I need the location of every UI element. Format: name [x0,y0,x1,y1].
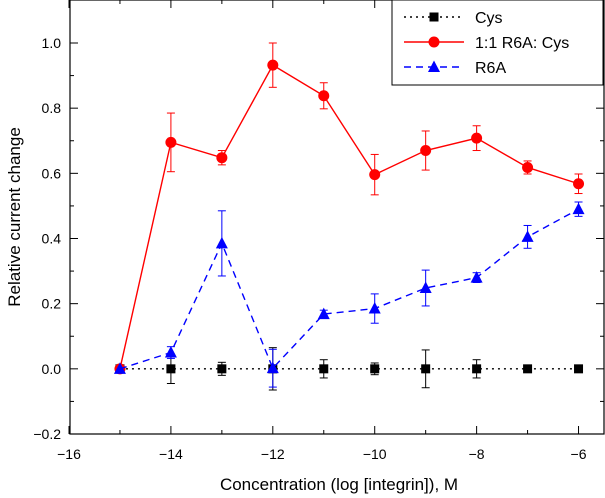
series-circle [114,42,585,375]
y-axis-title: Relative current change [5,127,24,307]
legend-marker [429,12,439,22]
legend-marker [428,36,440,48]
data-point [113,362,126,374]
legend-entries: Cys 1:1 R6A: Cys R6A [404,10,569,77]
data-point [216,152,228,164]
data-point [319,364,329,374]
data-point [317,307,330,320]
legend-marker [428,60,440,72]
data-point [369,169,381,181]
y-tick-label: 0.6 [42,165,62,181]
legend-label: Cys [475,10,503,27]
series-line [119,64,579,369]
series-triangle [113,201,585,388]
data-point [421,364,431,374]
data-point [267,59,279,71]
data-point [165,136,177,148]
data-point [419,281,432,294]
data-point [217,364,227,374]
y-tick-label: 0.8 [42,100,62,116]
data-point [572,202,585,215]
legend: Cys 1:1 R6A: Cys R6A [391,0,604,86]
y-tick-label: 0.2 [42,296,62,312]
y-tick-label: −0.2 [33,426,61,442]
tick-labels: −16 −14 −12 −10 −8 −6 −0.2 0.0 0.2 0.4 0.6 0.8 1.0 [33,35,586,462]
legend-label: R6A [475,60,506,77]
x-tick-label: −16 [57,446,81,462]
data-point [470,271,483,283]
data-point [523,364,533,374]
data-point [574,364,584,374]
x-tick-label: −14 [159,446,183,462]
x-tick-label: −12 [261,446,285,462]
data-point [472,364,482,374]
data-point [522,161,534,173]
data-point [368,302,381,314]
data-point [266,361,279,374]
y-tick-label: 0.0 [42,361,62,377]
data-point [318,90,330,102]
plot-area-border [69,0,605,435]
data-point [420,145,432,157]
x-tick-label: −6 [571,446,587,462]
series-line [119,208,579,370]
data-point [215,236,228,249]
data-point [164,346,177,358]
data-point [471,132,483,144]
x-tick-label: −8 [469,446,485,462]
series-layer [113,42,585,391]
y-tick-label: 1.0 [42,35,62,51]
data-point [166,364,176,374]
series-square [115,347,584,391]
x-tick-label: −10 [363,446,387,462]
data-point [573,178,585,190]
y-tick-label: 0.4 [42,231,62,247]
legend-label: 1:1 R6A: Cys [475,35,569,52]
data-point [521,230,534,242]
x-axis-title: Concentration (log [integrin]), M [220,475,458,494]
data-point [370,364,380,374]
